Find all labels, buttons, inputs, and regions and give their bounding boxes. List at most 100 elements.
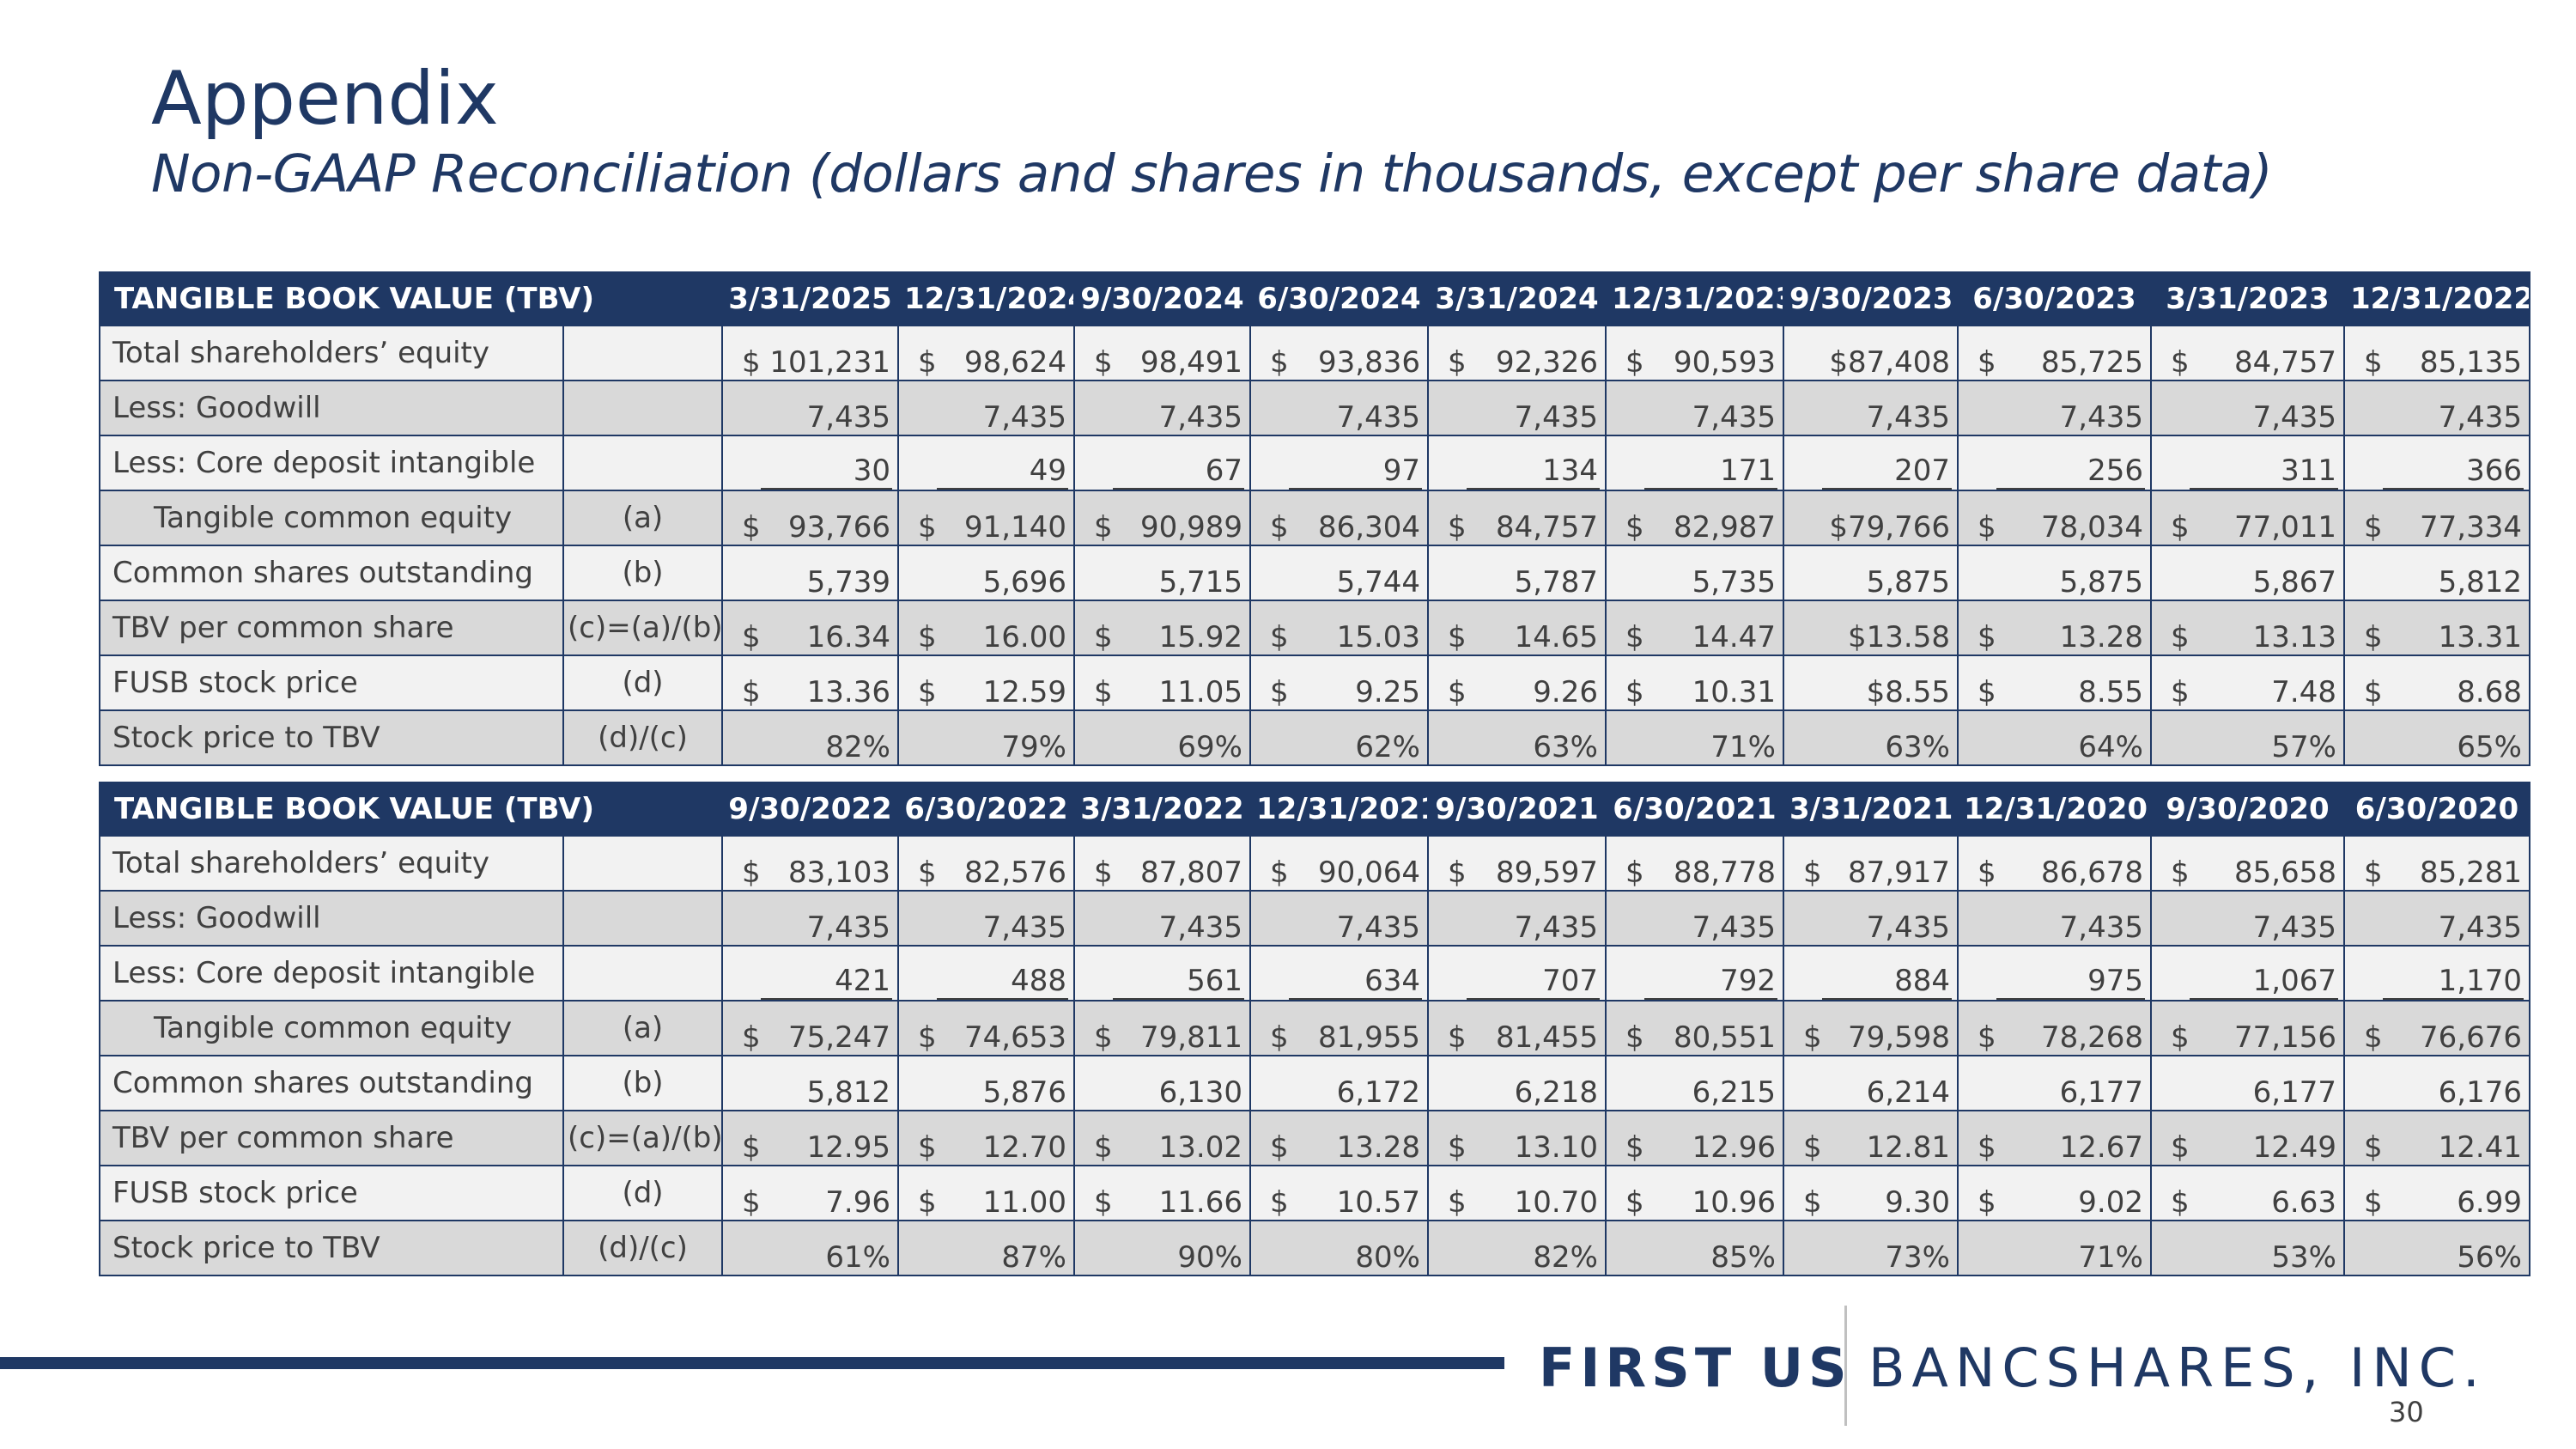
table-cell: $77,156 bbox=[2150, 1000, 2345, 1056]
row-label: Stock price to TBV bbox=[99, 1220, 564, 1276]
currency-symbol: $ bbox=[1448, 855, 1467, 890]
currency-symbol: $ bbox=[1978, 345, 1996, 380]
row-formula-note: (d)/(c) bbox=[562, 709, 723, 766]
table-cell: $8.68 bbox=[2343, 654, 2530, 711]
column-header-date: 6/30/2020 bbox=[2343, 782, 2530, 837]
cell-value: $13.58 bbox=[1848, 620, 1950, 654]
table-cell: $91,140 bbox=[897, 490, 1075, 546]
cell-value: 311 bbox=[2190, 454, 2338, 489]
cell-value: 12.70 bbox=[982, 1130, 1066, 1165]
cell-value: 73% bbox=[1885, 1240, 1950, 1275]
cell-value: 13.28 bbox=[1336, 1130, 1420, 1165]
cell-value: 13.10 bbox=[1514, 1130, 1598, 1165]
table-row: Total shareholders’ equity $101,231 $98,62… bbox=[99, 325, 2530, 381]
table-cell: 634 bbox=[1249, 945, 1429, 1002]
row-label: Less: Goodwill bbox=[99, 380, 564, 436]
table-cell: 975 bbox=[1957, 945, 2152, 1002]
cell-value: 11.05 bbox=[1158, 675, 1242, 709]
cell-value: 65% bbox=[2457, 730, 2522, 764]
table-cell: $13.58 bbox=[1783, 600, 1959, 656]
column-header-date: 3/31/2021 bbox=[1783, 782, 1959, 837]
cell-value: 87,917 bbox=[1848, 855, 1950, 890]
cell-value: 9.26 bbox=[1533, 675, 1598, 709]
column-header-date: 9/30/2021 bbox=[1427, 782, 1607, 837]
table-cell: 5,735 bbox=[1605, 545, 1784, 601]
currency-symbol: $ bbox=[2171, 1020, 2190, 1055]
table-cell: 7,435 bbox=[1249, 890, 1429, 947]
table-row: TBV per common share (c)=(a)/(b) $12.95 $12… bbox=[99, 1110, 2530, 1166]
cell-value: 207 bbox=[1822, 454, 1952, 489]
table-cell: $101,231 bbox=[721, 325, 899, 381]
table-cell: 5,744 bbox=[1249, 545, 1429, 601]
table-cell: $81,455 bbox=[1427, 1000, 1607, 1056]
table-cell: 792 bbox=[1605, 945, 1784, 1002]
currency-symbol: $ bbox=[1448, 620, 1467, 654]
currency-symbol: $ bbox=[1978, 510, 1996, 545]
cell-value: 90,064 bbox=[1318, 855, 1420, 890]
row-label: Total shareholders’ equity bbox=[99, 835, 564, 892]
page-title: Appendix bbox=[151, 56, 499, 142]
table-cell: 63% bbox=[1783, 709, 1959, 766]
cell-value: 12.67 bbox=[2059, 1130, 2143, 1165]
table-cell: 7,435 bbox=[1605, 890, 1784, 947]
table-row: Less: Core deposit intangible 421 488 561 63… bbox=[99, 945, 2530, 1002]
table-cell: 7,435 bbox=[1073, 380, 1251, 436]
table-cell: $15.03 bbox=[1249, 600, 1429, 656]
page-number: 30 bbox=[2389, 1396, 2424, 1428]
table-cell: 7,435 bbox=[1605, 380, 1784, 436]
cell-value: 86,678 bbox=[2041, 855, 2143, 890]
cell-value: 7,435 bbox=[1514, 910, 1598, 945]
cell-value: 75,247 bbox=[788, 1020, 890, 1055]
cell-value: 81,455 bbox=[1496, 1020, 1598, 1055]
cell-value: 11.66 bbox=[1158, 1185, 1242, 1220]
currency-symbol: $ bbox=[918, 1130, 937, 1165]
table-cell: $11.00 bbox=[897, 1165, 1075, 1221]
cell-value: 67 bbox=[1113, 454, 1244, 489]
row-label: Less: Goodwill bbox=[99, 890, 564, 947]
currency-symbol: $ bbox=[742, 510, 761, 545]
currency-symbol: $ bbox=[1270, 1130, 1289, 1165]
column-header-date: 12/31/2024 bbox=[897, 271, 1075, 326]
row-label: Stock price to TBV bbox=[99, 709, 564, 766]
cell-value: 5,787 bbox=[1514, 565, 1598, 600]
table-cell: $13.02 bbox=[1073, 1110, 1251, 1166]
table-cell: 5,696 bbox=[897, 545, 1075, 601]
currency-symbol: $ bbox=[1978, 855, 1996, 890]
cell-value: 98,491 bbox=[1140, 345, 1242, 380]
cell-value: 12.96 bbox=[1692, 1130, 1776, 1165]
cell-value: 89,597 bbox=[1496, 855, 1598, 890]
table-cell: 6,215 bbox=[1605, 1055, 1784, 1111]
table-cell: 7,435 bbox=[721, 380, 899, 436]
table-cell: 7,435 bbox=[2343, 890, 2530, 947]
table-cell: $75,247 bbox=[721, 1000, 899, 1056]
cell-value: 7,435 bbox=[1336, 910, 1420, 945]
column-header-date: 12/31/2023 bbox=[1605, 271, 1784, 326]
cell-value: 77,011 bbox=[2234, 510, 2336, 545]
cell-value: 7,435 bbox=[1866, 910, 1950, 945]
table-cell: $78,034 bbox=[1957, 490, 2152, 546]
table-cell: $12.95 bbox=[721, 1110, 899, 1166]
cell-value: 12.49 bbox=[2252, 1130, 2336, 1165]
table-cell: 6,176 bbox=[2343, 1055, 2530, 1111]
column-header-date: 12/31/2020 bbox=[1957, 782, 2152, 837]
table-cell: 488 bbox=[897, 945, 1075, 1002]
currency-symbol: $ bbox=[1625, 1020, 1644, 1055]
table-cell: $87,408 bbox=[1783, 325, 1959, 381]
cell-value: 12.81 bbox=[1866, 1130, 1950, 1165]
table-cell: $77,334 bbox=[2343, 490, 2530, 546]
table-cell: $8.55 bbox=[1783, 654, 1959, 711]
currency-symbol: $ bbox=[742, 1020, 761, 1055]
cell-value: 87,807 bbox=[1140, 855, 1242, 890]
cell-value: 91,140 bbox=[964, 510, 1066, 545]
table-cell: 561 bbox=[1073, 945, 1251, 1002]
table-cell: 5,812 bbox=[2343, 545, 2530, 601]
cell-value: 975 bbox=[1996, 964, 2145, 999]
cell-value: 1,067 bbox=[2190, 964, 2338, 999]
table-cell: $13.28 bbox=[1957, 600, 2152, 656]
currency-symbol: $ bbox=[2171, 620, 2190, 654]
currency-symbol: $ bbox=[1803, 1130, 1822, 1165]
table-cell: $81,955 bbox=[1249, 1000, 1429, 1056]
table-cell: 73% bbox=[1783, 1220, 1959, 1276]
table-cell: 56% bbox=[2343, 1220, 2530, 1276]
cell-value: 13.36 bbox=[806, 675, 890, 709]
